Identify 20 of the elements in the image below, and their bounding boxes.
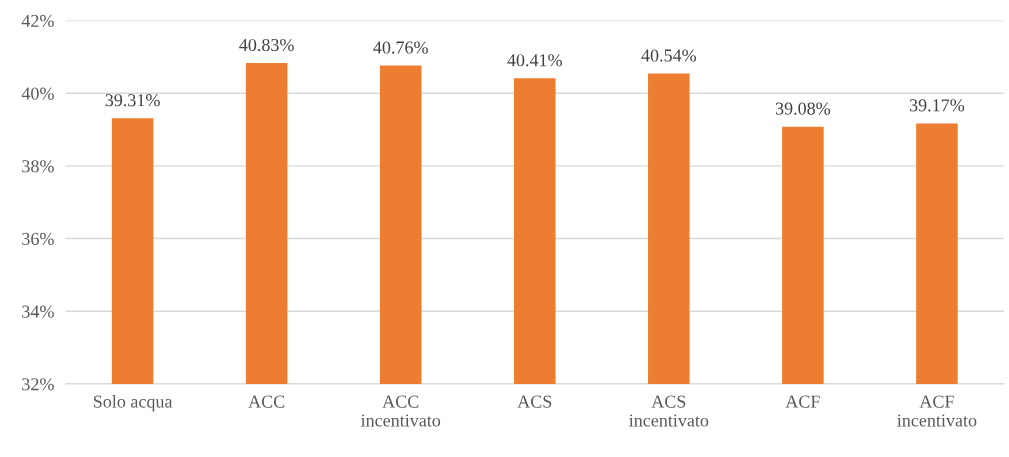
data-label: 40.54%	[641, 49, 697, 62]
data-label: 39.08%	[775, 102, 831, 115]
x-tick-label: ACC incentivato	[360, 395, 441, 427]
y-tick-label: 32%	[22, 378, 54, 391]
y-tick-label: 38%	[22, 160, 54, 173]
data-label: 39.17%	[909, 99, 965, 112]
y-tick-label: 34%	[22, 305, 54, 318]
data-label: 40.76%	[373, 41, 428, 54]
x-tick-label: ACF incentivato	[897, 395, 977, 427]
data-label: 40.83%	[239, 38, 294, 52]
y-tick-label: 42%	[21, 14, 54, 28]
x-tick-label: ACS	[517, 395, 552, 408]
y-tick-label: 40%	[21, 87, 54, 100]
y-tick-label: 36%	[22, 232, 54, 246]
x-tick-label: ACC	[248, 395, 285, 408]
x-tick-label: Solo acqua	[93, 394, 173, 412]
data-label: 40.41%	[507, 54, 562, 67]
data-label: 39.31%	[105, 94, 160, 107]
x-tick-label: ACS incentivato	[629, 395, 709, 427]
x-tick-label: ACF	[785, 395, 820, 408]
